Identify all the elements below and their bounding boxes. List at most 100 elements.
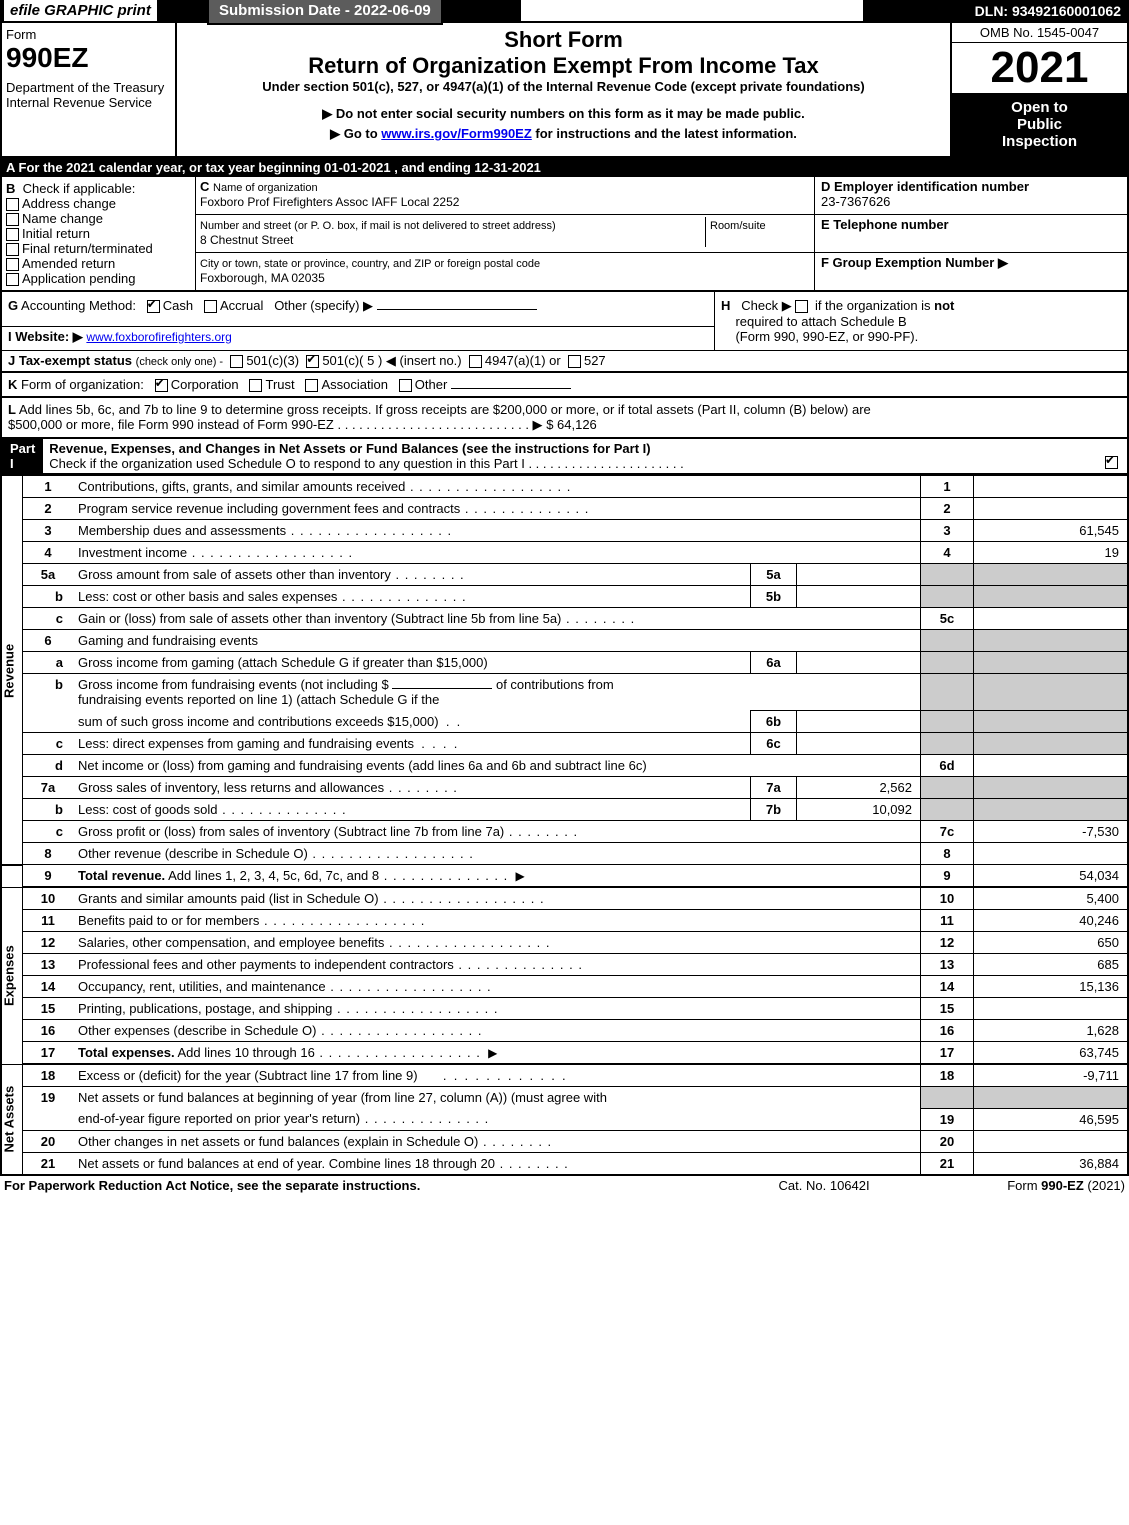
- line-1-rn: 1: [921, 476, 974, 498]
- line-5a-mn: 5a: [751, 564, 797, 586]
- open-public-inspection: Open to Public Inspection: [952, 93, 1127, 156]
- line-2-rn: 2: [921, 498, 974, 520]
- line-19-val: 46,595: [974, 1108, 1129, 1130]
- city-label: City or town, state or province, country…: [200, 258, 540, 270]
- j-501c5-checkbox[interactable]: [306, 355, 319, 368]
- form-header: Form 990EZ Department of the Treasury In…: [0, 21, 1129, 158]
- top-bar: efile GRAPHIC print Submission Date - 20…: [0, 0, 1129, 21]
- k-trust-checkbox[interactable]: [249, 379, 262, 392]
- line-17-bold: Total expenses.: [78, 1045, 175, 1060]
- initial-return-label: Initial return: [22, 226, 90, 241]
- line-6a-num: a: [23, 652, 74, 674]
- instr-goto: ▶ Go to www.irs.gov/Form990EZ for instru…: [185, 126, 942, 142]
- name-change-label: Name change: [22, 211, 103, 226]
- k-other-checkbox[interactable]: [399, 379, 412, 392]
- final-return-checkbox[interactable]: [6, 243, 19, 256]
- website-link[interactable]: www.foxborofirefighters.org: [86, 330, 231, 344]
- line-19-rn: 19: [921, 1108, 974, 1130]
- grey-7a: [921, 777, 974, 799]
- line-5c-text: Gain or (loss) from sale of assets other…: [78, 611, 635, 626]
- j-501c3-label: 501(c)(3): [246, 353, 299, 368]
- line-12-num: 12: [23, 932, 74, 954]
- line-16-text: Other expenses (describe in Schedule O): [78, 1023, 483, 1038]
- line-8-val: [974, 843, 1129, 865]
- room-suite-label: Room/suite: [710, 220, 766, 232]
- footer-form-pre: Form: [1007, 1178, 1041, 1193]
- short-form-title: Short Form: [185, 27, 942, 53]
- line-20-text: Other changes in net assets or fund bala…: [78, 1134, 552, 1149]
- line-3-val: 61,545: [974, 520, 1129, 542]
- gh-row: G Accounting Method: Cash Accrual Other …: [0, 292, 1129, 373]
- line-7c-rn: 7c: [921, 821, 974, 843]
- line-7c-text: Gross profit or (loss) from sales of inv…: [78, 824, 578, 839]
- line-5b-text: Less: cost or other basis and sales expe…: [78, 589, 467, 604]
- line-17-num: 17: [23, 1042, 74, 1065]
- l-text2: $500,000 or more, file Form 990 instead …: [8, 417, 334, 432]
- part1-checkbox[interactable]: [1105, 456, 1118, 469]
- j-4947-checkbox[interactable]: [469, 355, 482, 368]
- line-1-text: Contributions, gifts, grants, and simila…: [78, 479, 571, 494]
- accounting-method-label: Accounting Method:: [21, 298, 136, 313]
- line-6a-text: Gross income from gaming (attach Schedul…: [78, 655, 488, 670]
- line-13-val: 685: [974, 954, 1129, 976]
- section-j: J Tax-exempt status (check only one) - 5…: [1, 351, 1128, 373]
- j-527-checkbox[interactable]: [568, 355, 581, 368]
- section-a-bar: A For the 2021 calendar year, or tax yea…: [0, 158, 1129, 177]
- line-6a-mv: [797, 652, 921, 674]
- line-9-val: 54,034: [974, 865, 1129, 888]
- j-sublabel: (check only one) -: [136, 356, 223, 368]
- line-4-rn: 4: [921, 542, 974, 564]
- line-21-num: 21: [23, 1152, 74, 1175]
- line-21-text: Net assets or fund balances at end of ye…: [78, 1156, 569, 1171]
- title-col: Short Form Return of Organization Exempt…: [176, 22, 951, 157]
- app-pending-checkbox[interactable]: [6, 273, 19, 286]
- line-7c-num: c: [23, 821, 74, 843]
- right-header-col: OMB No. 1545-0047 2021: [951, 22, 1128, 93]
- section-c-city: City or town, state or province, country…: [196, 253, 815, 292]
- dept-irs: Internal Revenue Service: [6, 95, 171, 110]
- line-6a-mn: 6a: [751, 652, 797, 674]
- f-label: F Group Exemption Number ▶: [821, 255, 1008, 270]
- addr-change-checkbox[interactable]: [6, 198, 19, 211]
- other-specify-line[interactable]: [377, 309, 537, 310]
- return-title: Return of Organization Exempt From Incom…: [185, 53, 942, 79]
- line-6b-blank[interactable]: [392, 688, 492, 689]
- line-7a-mv: 2,562: [797, 777, 921, 799]
- amended-checkbox[interactable]: [6, 258, 19, 271]
- cash-checkbox[interactable]: [147, 300, 160, 313]
- h-checkbox[interactable]: [795, 300, 808, 313]
- accrual-checkbox[interactable]: [204, 300, 217, 313]
- grey-5a: [921, 564, 974, 586]
- initial-return-checkbox[interactable]: [6, 228, 19, 241]
- line-6b-num: b: [23, 674, 74, 733]
- line-6b-text3: sum of such gross income and contributio…: [78, 714, 439, 729]
- d-label: D Employer identification number: [821, 179, 1029, 194]
- line-6b-mv: [797, 711, 921, 733]
- name-change-checkbox[interactable]: [6, 213, 19, 226]
- j-501c3-checkbox[interactable]: [230, 355, 243, 368]
- form-identity-col: Form 990EZ Department of the Treasury In…: [1, 22, 176, 157]
- line-6d-rn: 6d: [921, 755, 974, 777]
- section-f-group: F Group Exemption Number ▶: [815, 253, 1129, 292]
- line-9-bold: Total revenue.: [78, 868, 165, 883]
- revenue-spacer: [1, 865, 23, 888]
- efile-print-label[interactable]: efile GRAPHIC print: [4, 0, 157, 21]
- line-6c-num: c: [23, 733, 74, 755]
- line-6c-mn: 6c: [751, 733, 797, 755]
- k-assoc-checkbox[interactable]: [305, 379, 318, 392]
- grey-5a-val: [974, 564, 1129, 586]
- section-i: I Website: ▶ www.foxborofirefighters.org: [1, 326, 715, 351]
- line-5c-num: c: [23, 608, 74, 630]
- line-5a-text: Gross amount from sale of assets other t…: [78, 567, 465, 582]
- addr-change-label: Address change: [22, 196, 116, 211]
- revenue-vertical-label: Revenue: [1, 476, 23, 865]
- irs-link[interactable]: www.irs.gov/Form990EZ: [381, 126, 532, 141]
- k-trust-label: Trust: [265, 377, 294, 392]
- line-5c-rn: 5c: [921, 608, 974, 630]
- part1-check-text: Check if the organization used Schedule …: [49, 456, 525, 471]
- h-check-pre: Check ▶: [741, 298, 795, 313]
- k-corp-checkbox[interactable]: [155, 379, 168, 392]
- l-text1: Add lines 5b, 6c, and 7b to line 9 to de…: [19, 402, 871, 417]
- k-other-line[interactable]: [451, 388, 571, 389]
- line-8-rn: 8: [921, 843, 974, 865]
